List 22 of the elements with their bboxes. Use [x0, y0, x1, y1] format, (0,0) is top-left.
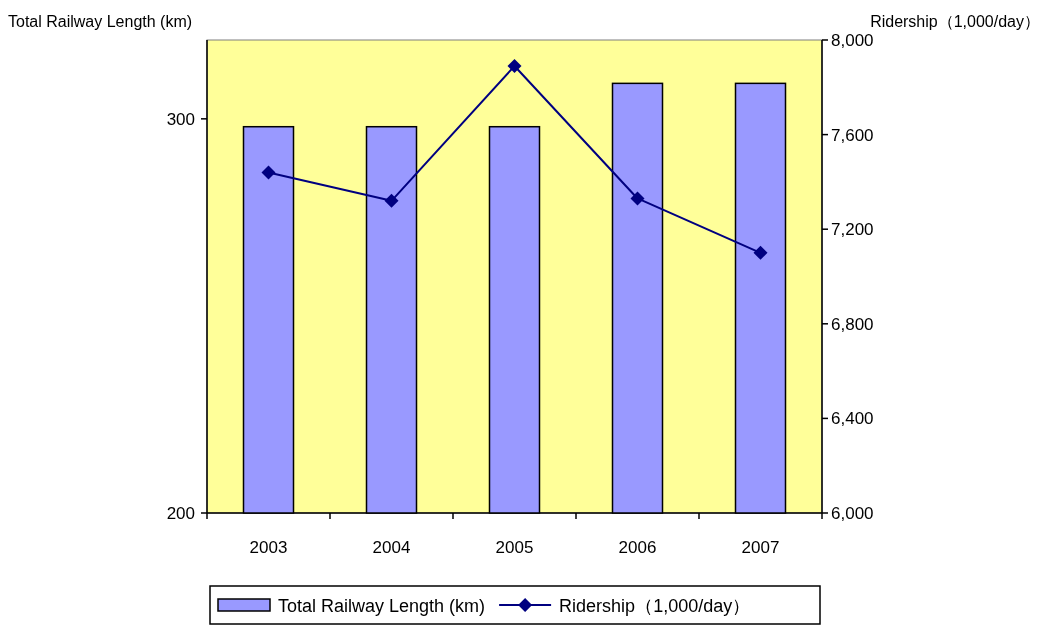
- y-tick-label: 300: [166, 109, 195, 129]
- point: [261, 165, 276, 180]
- y2-tick-label: 6,000: [831, 504, 874, 523]
- y2-tick-label: 7,600: [831, 125, 874, 145]
- x-tick-label: 2005: [495, 538, 534, 557]
- y-tick-label: 200: [166, 504, 195, 523]
- x-tick-label: 2006: [618, 538, 657, 557]
- y2-tick-label: 7,200: [831, 220, 874, 240]
- y-axis-title: Total Railway Length (km): [8, 13, 193, 30]
- y2-tick-label: 6,800: [831, 314, 874, 334]
- legend-label: Ridership（1,000/day）: [559, 596, 751, 616]
- legend-label: Total Railway Length (km): [278, 596, 486, 616]
- x-tick-label: 2004: [372, 538, 411, 557]
- y2-axis-title: Ridership（1,000/day）: [870, 13, 1040, 30]
- y2-tick-label: 8,000: [831, 31, 874, 50]
- y2-tick-label: 6,400: [831, 409, 874, 429]
- x-tick-label: 2003: [249, 538, 288, 557]
- point: [507, 59, 522, 74]
- point: [753, 245, 768, 260]
- x-tick-label: 2007: [741, 538, 780, 557]
- point: [384, 193, 399, 208]
- point: [630, 191, 645, 206]
